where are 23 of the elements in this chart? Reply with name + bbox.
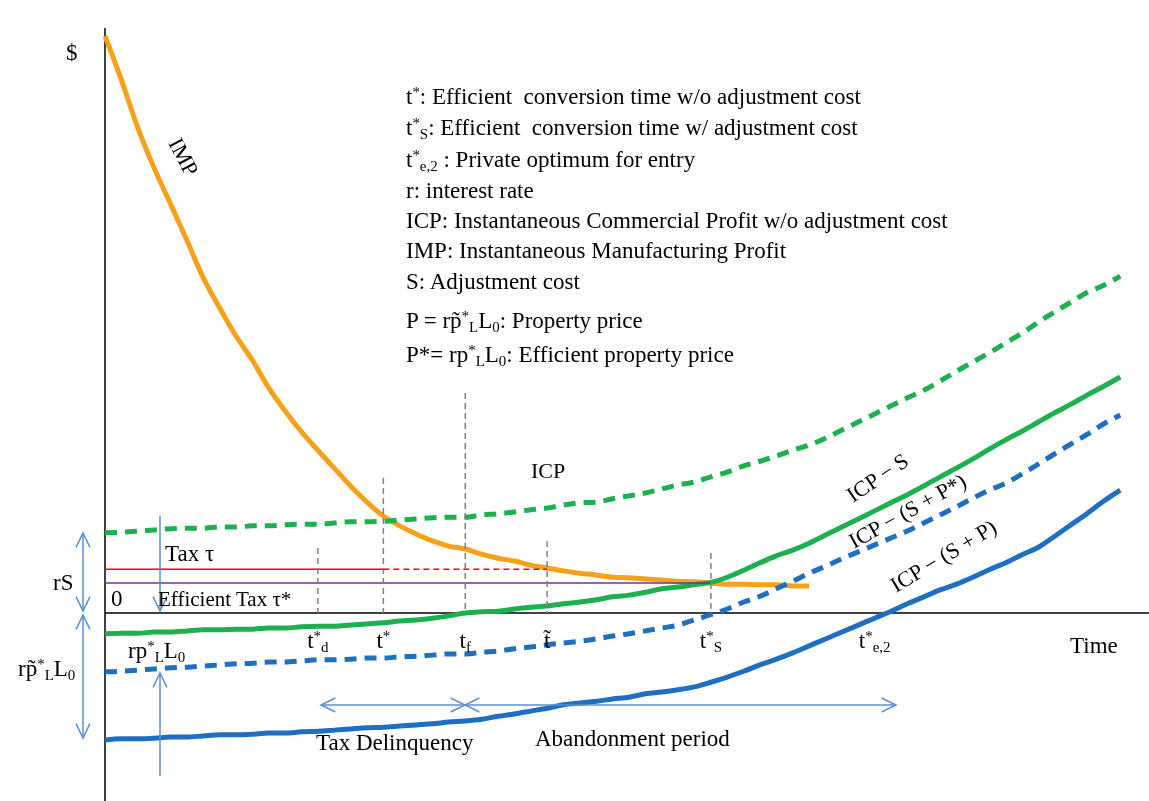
annotation: P*= rp$^{*}$$_{L}$L$_{0}$: Efficient property price bbox=[406, 342, 734, 369]
annotation: P = rp̃$^{*}$$_{L}$L$_{0}$: Property price bbox=[406, 308, 643, 335]
series-label: ICP bbox=[531, 458, 566, 483]
annotation: t$^{*}$$_{S}$: Efficient conversion time w/ adjustment cost bbox=[406, 115, 859, 142]
annotation: IMP: Instantaneous Manufacturing Profit bbox=[406, 238, 787, 263]
annotation: Efficient Tax τ* bbox=[158, 587, 292, 611]
y-axis-title: $ bbox=[66, 40, 78, 65]
annotation: ICP: Instantaneous Commercial Profit w/o adjustment cost bbox=[406, 208, 949, 233]
text: rS bbox=[53, 570, 74, 595]
text: rp̃$^{*}$$_{L}$L$_{0}$ bbox=[18, 656, 76, 683]
x-tick-label: t$_{f}$ bbox=[459, 628, 471, 655]
annotation: Abandonment period bbox=[535, 726, 731, 751]
annotation: Tax Delinquency bbox=[316, 730, 474, 755]
annotation: 0 bbox=[111, 586, 123, 611]
annotation: r: interest rate bbox=[406, 178, 534, 203]
annotation: t$^{*}$: Efficient conversion time w/o adjustment cost bbox=[406, 84, 862, 109]
x-tick-label: t$^{*}$ bbox=[376, 628, 391, 653]
annotation: t$^{*}$$_{e,2}$ : Private optimum for entry bbox=[406, 147, 696, 174]
annotation: rp$^{*}$$_{L}$L$_{0}$ bbox=[128, 638, 186, 665]
x-axis-title: Time bbox=[1070, 633, 1118, 658]
annotation: Tax τ bbox=[165, 541, 215, 566]
text: IMP bbox=[163, 133, 205, 180]
annotation: S: Adjustment cost bbox=[406, 269, 581, 294]
